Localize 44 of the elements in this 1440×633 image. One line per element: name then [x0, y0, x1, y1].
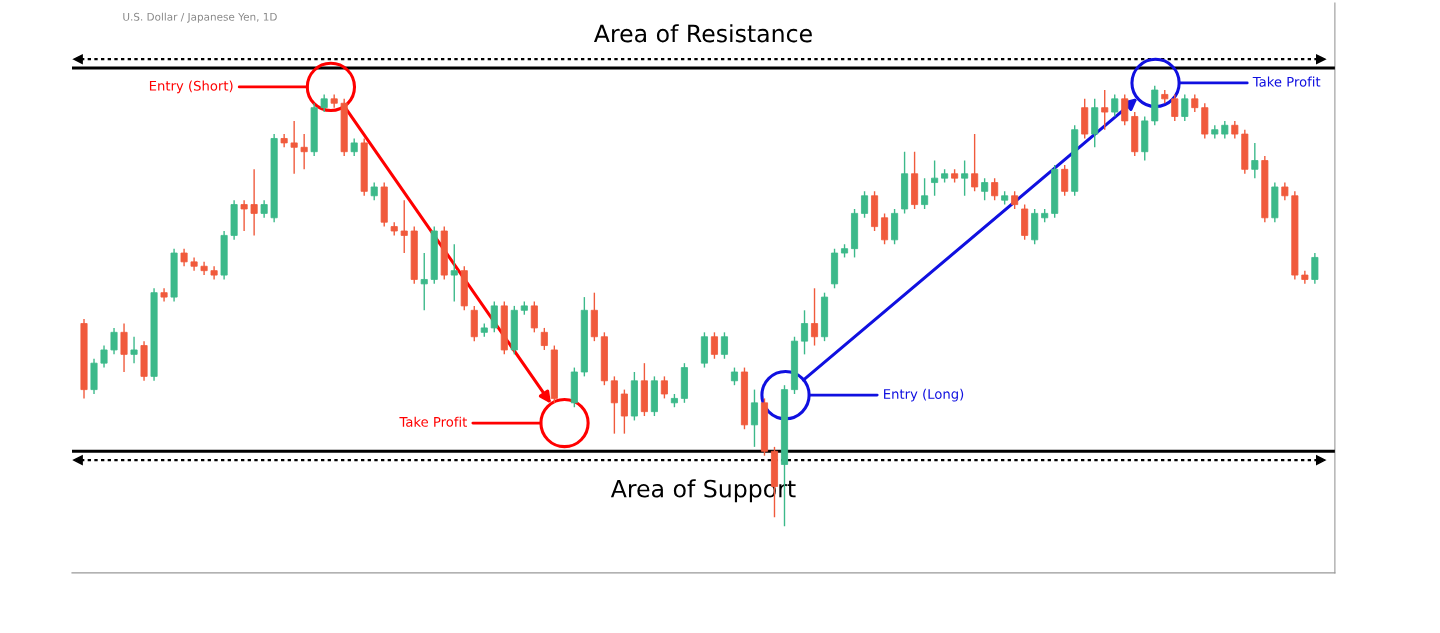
candlestick	[120, 322, 128, 373]
candlestick	[1181, 93, 1189, 122]
candlestick	[300, 133, 308, 171]
candlestick	[1311, 252, 1319, 285]
candlestick	[1171, 93, 1179, 122]
candlestick	[921, 177, 929, 210]
candlestick	[961, 159, 969, 197]
candlestick	[800, 309, 809, 356]
candlestick	[710, 331, 718, 360]
candlestick	[1111, 93, 1119, 118]
candlestick	[881, 212, 889, 245]
candlestick	[660, 375, 668, 400]
candlestick	[420, 252, 428, 312]
candlestick	[240, 199, 248, 232]
candlestick	[720, 331, 728, 360]
candlestick	[750, 388, 758, 448]
candlestick	[981, 177, 989, 201]
candlestick	[130, 336, 138, 364]
candlestick	[100, 344, 108, 369]
candlestick	[811, 287, 819, 347]
annotation: Take Profit	[399, 416, 467, 427]
candlestick	[1251, 142, 1259, 179]
candlestick	[110, 327, 118, 356]
candlestick	[861, 190, 869, 219]
candlestick	[290, 120, 298, 175]
candlestick	[991, 177, 999, 201]
candlestick	[450, 243, 458, 303]
ref-line-label: Area of Resistance	[593, 24, 812, 43]
candlestick	[530, 300, 538, 334]
candlestick	[1121, 93, 1129, 126]
candlestick	[620, 388, 628, 435]
candlestick	[490, 300, 498, 334]
candlestick	[971, 133, 979, 193]
annotation: Entry (Long)	[884, 388, 964, 402]
candlestick	[250, 168, 258, 237]
candlestick	[1101, 89, 1109, 131]
candlestick	[540, 327, 548, 351]
candlestick	[931, 159, 939, 197]
candlestick	[610, 375, 618, 435]
annotation: Take Profit	[1252, 76, 1321, 87]
chart-title: U.S. Dollar / Japanese Yen, 1D	[123, 12, 277, 23]
candlestick	[1061, 164, 1069, 197]
annotation: Entry (Short)	[149, 80, 233, 94]
candlestick	[400, 199, 408, 254]
